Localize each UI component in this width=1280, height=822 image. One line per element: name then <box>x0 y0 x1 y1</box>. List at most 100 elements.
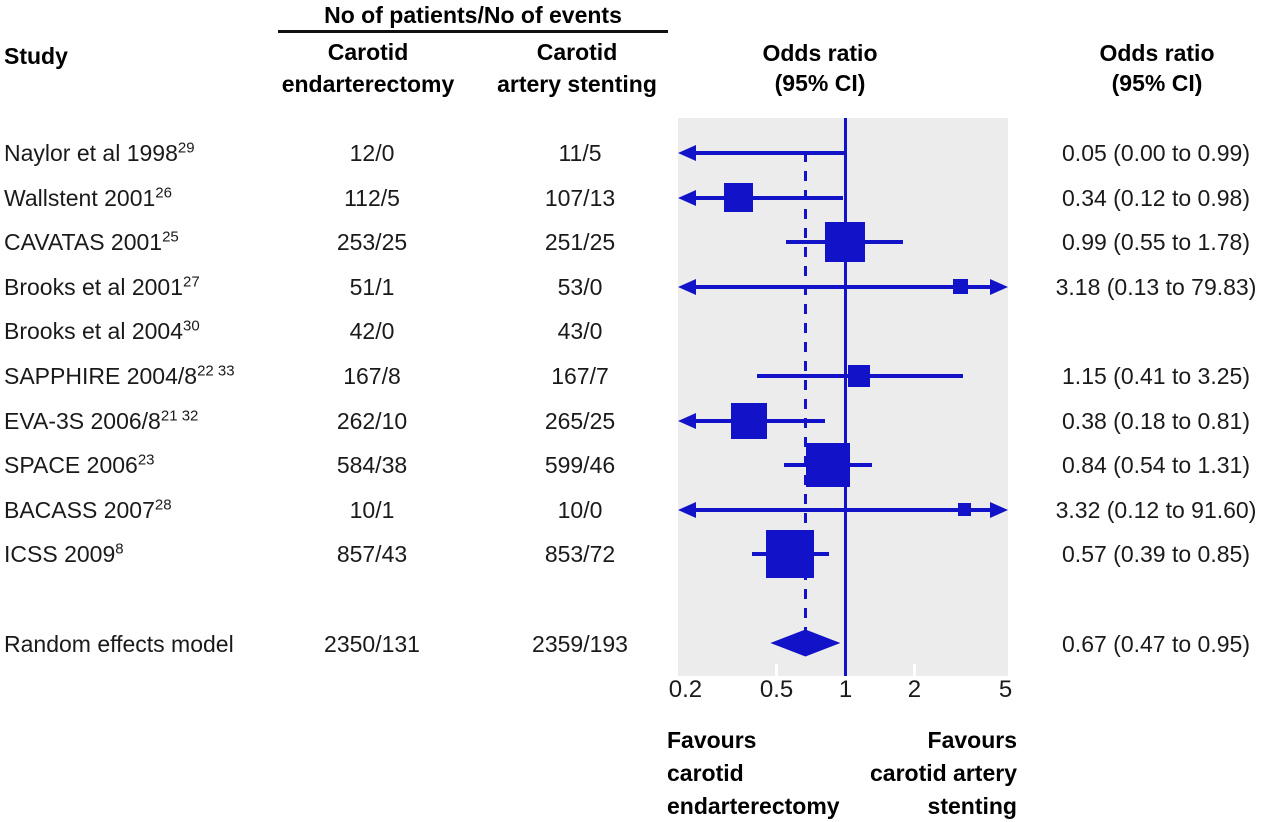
effect-square <box>848 365 871 387</box>
ci-line <box>690 151 845 155</box>
study-reference-superscript: 29 <box>177 139 195 157</box>
favours-left-line3: endarterectomy <box>667 793 840 819</box>
effect-square <box>731 402 768 439</box>
study-name: BACASS 200728 <box>4 495 272 525</box>
cea-value: 253/25 <box>336 229 408 256</box>
effect-square <box>824 222 865 263</box>
study-reference-superscript: 30 <box>183 317 200 335</box>
axis-tick-label: 1 <box>838 676 853 703</box>
cas-value: 265/25 <box>544 407 616 434</box>
ci-line <box>690 507 996 512</box>
cea-value: 12/0 <box>349 140 395 166</box>
cas-header-line2: artery stenting <box>497 71 657 97</box>
summary-diamond <box>770 629 841 657</box>
ci-arrow-left <box>678 145 696 161</box>
study-name-text: SPACE 2006 <box>4 452 138 479</box>
cas-value: 599/46 <box>544 452 616 479</box>
cas-column-header: Carotid artery stenting <box>472 36 682 100</box>
cea-value: 2350/131 <box>324 631 420 657</box>
study-name: Wallstent 200126 <box>4 183 272 213</box>
axis-tick-label: 5 <box>998 676 1013 703</box>
study-name-text: EVA-3S 2006/8 <box>4 407 161 434</box>
cea-header-line2: endarterectomy <box>281 71 455 97</box>
cea-value: 262/10 <box>336 407 408 434</box>
summary-row-label: Random effects model <box>4 629 272 659</box>
study-name-text: Brooks et al 2001 <box>4 273 184 300</box>
study-reference-superscript: 27 <box>183 273 200 291</box>
cea-value: 112/5 <box>344 184 400 211</box>
study-name: EVA-3S 2006/821 32 <box>4 406 272 436</box>
cas-value: 107/13 <box>544 184 616 211</box>
null-line <box>844 118 847 676</box>
cea-value: 51/1 <box>349 273 395 300</box>
study-name: Brooks et al 200430 <box>4 316 272 346</box>
study-name-text: BACASS 2007 <box>4 496 155 523</box>
or-ci-value: 0.99 (0.55 to 1.78) <box>1062 229 1250 256</box>
pooled-effect-line <box>804 152 808 630</box>
study-name: SAPPHIRE 2004/822 33 <box>4 361 272 391</box>
study-name: CAVATAS 200125 <box>4 227 272 257</box>
study-name-text: Random effects model <box>4 631 234 657</box>
study-reference-superscript: 26 <box>155 183 172 201</box>
cas-value: 167/7 <box>551 363 609 389</box>
effect-square <box>806 443 851 488</box>
favours-right-line1: Favours <box>927 727 1017 753</box>
study-reference-superscript: 28 <box>154 496 172 514</box>
cas-value: 10/0 <box>557 496 603 523</box>
cas-header-line1: Carotid <box>536 39 618 65</box>
or-col-header-line2: (95% CI) <box>1111 70 1203 96</box>
cea-value: 857/43 <box>336 541 408 568</box>
effect-square <box>958 503 972 517</box>
or-ci-value: 0.38 (0.18 to 0.81) <box>1062 407 1250 434</box>
cas-value: 251/25 <box>544 229 616 256</box>
cas-value: 853/72 <box>544 541 616 568</box>
cas-value: 53/0 <box>557 273 603 300</box>
cea-value: 167/8 <box>343 363 401 389</box>
study-name-text: Wallstent 2001 <box>4 184 156 211</box>
study-name: SPACE 200623 <box>4 450 272 480</box>
study-reference-superscript: 25 <box>162 228 179 246</box>
or-ci-value: 0.05 (0.00 to 0.99) <box>1062 140 1250 166</box>
header-underline <box>278 30 668 33</box>
axis-tick-label: 2 <box>907 676 922 703</box>
cas-value: 2359/193 <box>532 631 628 657</box>
patients-events-header: No of patients/No of events <box>324 2 622 28</box>
favours-left-label: Favours carotid endarterectomy <box>667 724 840 822</box>
cas-value: 11/5 <box>558 140 602 166</box>
axis-tick-label: 0.5 <box>759 676 794 703</box>
forest-plot-panel <box>678 118 1008 676</box>
plot-or-header: Odds ratio (95% CI) <box>720 38 920 98</box>
study-name-text: Naylor et al 1998 <box>4 140 178 166</box>
favours-left-line1: Favours <box>667 727 757 753</box>
study-reference-superscript: 22 33 <box>197 362 235 380</box>
cas-value: 43/0 <box>557 318 603 345</box>
cea-header-line1: Carotid <box>327 39 409 65</box>
or-ci-value: 3.32 (0.12 to 91.60) <box>1055 496 1257 523</box>
favours-right-line3: stenting <box>927 793 1017 819</box>
or-ci-value: 0.57 (0.39 to 0.85) <box>1062 541 1250 568</box>
axis-tick-label: 0.2 <box>668 676 703 703</box>
cea-column-header: Carotid endarterectomy <box>263 36 473 100</box>
or-ci-value: 1.15 (0.41 to 3.25) <box>1062 363 1250 389</box>
ci-arrow-left <box>678 278 696 295</box>
or-column-header: Odds ratio (95% CI) <box>1057 38 1257 98</box>
ci-arrow-right <box>990 501 1008 518</box>
study-name: Naylor et al 199829 <box>4 138 272 168</box>
study-name-text: SAPPHIRE 2004/8 <box>4 363 198 389</box>
study-reference-superscript: 23 <box>137 451 155 469</box>
favours-left-line2: carotid <box>667 760 744 786</box>
plot-or-header-line1: Odds ratio <box>762 40 878 66</box>
axis-white-tick <box>775 664 779 676</box>
cea-value: 10/1 <box>349 496 395 523</box>
favours-right-line2: carotid artery <box>869 760 1017 786</box>
ci-line <box>690 284 996 289</box>
axis-white-tick <box>912 664 916 676</box>
or-ci-value: 0.84 (0.54 to 1.31) <box>1062 452 1250 479</box>
ci-arrow-left <box>678 189 696 206</box>
ci-arrow-left <box>678 501 696 518</box>
or-ci-value: 3.18 (0.13 to 79.83) <box>1055 273 1257 300</box>
study-name-text: CAVATAS 2001 <box>4 229 163 256</box>
study-name: Brooks et al 200127 <box>4 272 272 302</box>
or-ci-value: 0.67 (0.47 to 0.95) <box>1062 631 1250 657</box>
